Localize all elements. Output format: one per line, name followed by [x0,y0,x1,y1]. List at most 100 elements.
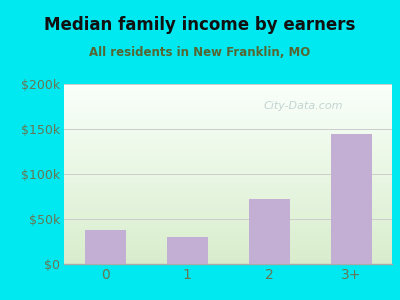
Bar [64,175,392,176]
Bar [64,250,392,251]
Bar [64,108,392,109]
Bar [64,252,392,253]
Bar [64,155,392,156]
Bar [64,99,392,100]
Bar [64,96,392,97]
Text: City-Data.com: City-Data.com [264,100,343,111]
Bar [64,193,392,194]
Bar [64,129,392,130]
Bar [64,147,392,148]
Bar [64,168,392,169]
Bar [64,86,392,87]
Bar [64,125,392,126]
Bar [64,190,392,191]
Bar [64,219,392,220]
Bar [64,105,392,106]
Bar [64,189,392,190]
Bar [64,169,392,170]
Bar [64,145,392,146]
Bar [64,132,392,133]
Bar [64,149,392,150]
Bar [64,254,392,255]
Bar [64,157,392,158]
Bar [64,133,392,134]
Bar [64,245,392,246]
Bar [64,176,392,177]
Bar [64,137,392,138]
Bar [64,180,392,181]
Bar [64,104,392,105]
Bar [64,111,392,112]
Bar [64,103,392,104]
Bar [64,261,392,262]
Bar [64,192,392,193]
Bar [64,220,392,221]
Bar [64,138,392,139]
Bar [64,212,392,213]
Bar [64,118,392,119]
Bar [64,148,392,149]
Bar [64,91,392,92]
Bar [64,226,392,227]
Bar [64,201,392,202]
Bar [64,85,392,86]
Bar [64,97,392,98]
Bar [64,128,392,129]
Bar [64,202,392,203]
Bar [64,101,392,102]
Bar [64,163,392,164]
Bar [64,116,392,117]
Bar [64,170,392,171]
Bar [64,140,392,141]
Bar [64,102,392,103]
Bar [64,136,392,137]
Bar [64,221,392,222]
Bar [64,234,392,235]
Bar [64,121,392,122]
Bar [64,164,392,165]
Bar [64,195,392,196]
Bar [64,233,392,234]
Bar [64,119,392,120]
Bar [64,198,392,199]
Bar [64,159,392,160]
Bar [64,217,392,218]
Bar [64,196,392,197]
Bar [64,154,392,155]
Bar [64,253,392,254]
Bar [64,215,392,216]
Bar [64,213,392,214]
Bar [64,207,392,208]
Bar [64,90,392,91]
Bar [64,228,392,229]
Bar [64,156,392,157]
Bar [64,242,392,243]
Bar [64,178,392,179]
Bar [64,160,392,161]
Bar [64,89,392,90]
Bar [248,199,290,264]
Bar [64,203,392,204]
Bar [64,194,392,195]
Bar [64,144,392,145]
Bar [64,191,392,192]
Bar [64,244,392,245]
Bar [64,199,392,200]
Bar [64,134,392,135]
Bar [64,248,392,249]
Bar [64,141,392,142]
Bar [64,107,392,108]
Bar [64,171,392,172]
Bar [166,237,208,264]
Bar [64,131,392,132]
Bar [64,197,392,198]
Bar [64,263,392,264]
Bar [64,174,392,175]
Bar [64,126,392,127]
Bar [64,204,392,205]
Bar [64,231,392,232]
Bar [64,241,392,242]
Bar [64,153,392,154]
Bar [64,247,392,248]
Bar [64,236,392,237]
